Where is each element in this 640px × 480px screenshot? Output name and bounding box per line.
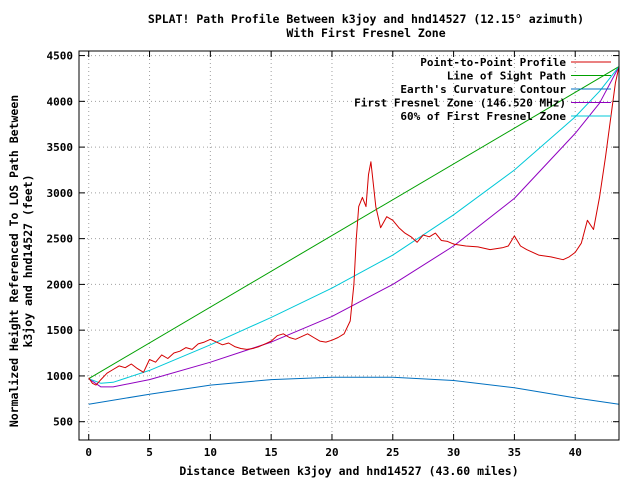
x-tick-label-0: 0 bbox=[85, 446, 92, 459]
x-tick-label-3: 15 bbox=[265, 446, 278, 459]
legend-label-2: Earth's Curvature Contour bbox=[400, 83, 566, 96]
series-group bbox=[88, 66, 620, 405]
ticks: 0 5 10 15 20 25 30 35 40 500 1000 1500 2000 2500 3000 3… bbox=[47, 50, 619, 459]
y-tick-label-8: 4500 bbox=[47, 50, 74, 63]
series-line-3 bbox=[88, 66, 620, 388]
x-tick-label-6: 30 bbox=[447, 446, 460, 459]
series-line-1 bbox=[88, 66, 620, 380]
y-tick-label-7: 4000 bbox=[47, 95, 74, 108]
series-line-2 bbox=[88, 376, 620, 405]
legend-label-3: First Fresnel Zone (146.520 MHz) bbox=[354, 97, 566, 110]
y-tick-label-6: 3500 bbox=[47, 141, 74, 154]
legend-label-0: Point-to-Point Profile bbox=[420, 56, 566, 69]
y-axis-label-line1: Normalized Height Referenced To LOS Path… bbox=[7, 95, 21, 427]
chart-subtitle: With First Fresnel Zone bbox=[286, 26, 445, 40]
x-tick-label-1: 5 bbox=[146, 446, 153, 459]
plot-frame bbox=[78, 50, 620, 441]
x-axis-label: Distance Between k3joy and hnd14527 (43.… bbox=[179, 464, 518, 478]
x-tick-label-7: 35 bbox=[508, 446, 521, 459]
y-tick-label-3: 2000 bbox=[47, 278, 74, 291]
y-tick-label-2: 1500 bbox=[47, 324, 74, 337]
series-line-0 bbox=[88, 66, 620, 386]
y-tick-label-4: 2500 bbox=[47, 233, 74, 246]
legend-label-4: 60% of First Fresnel Zone bbox=[400, 110, 566, 123]
legend-label-1: Line of Sight Path bbox=[447, 70, 566, 83]
y-tick-label-5: 3000 bbox=[47, 187, 74, 200]
x-tick-label-8: 40 bbox=[569, 446, 582, 459]
x-tick-label-4: 20 bbox=[325, 446, 338, 459]
y-tick-label-1: 1000 bbox=[47, 370, 74, 383]
series-line-4 bbox=[88, 66, 620, 384]
x-tick-label-5: 25 bbox=[386, 446, 399, 459]
y-tick-label-0: 500 bbox=[53, 416, 73, 429]
chart-title: SPLAT! Path Profile Between k3joy and hn… bbox=[148, 12, 584, 26]
y-axis-label-line2: k3joy and hnd14527 (feet) bbox=[21, 174, 35, 347]
x-tick-label-2: 10 bbox=[204, 446, 217, 459]
